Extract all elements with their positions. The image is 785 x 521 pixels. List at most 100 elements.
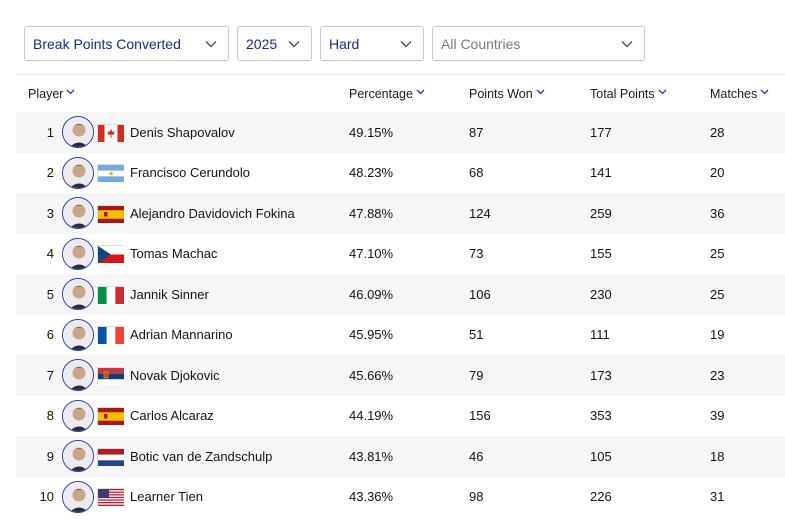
player-avatar[interactable] (62, 480, 94, 513)
surface-select[interactable]: Hard (320, 26, 424, 61)
player-name-link[interactable]: Learner Tien (130, 489, 203, 505)
rank-cell: 6 (46, 327, 54, 343)
sort-total-points-header[interactable]: Total Points (590, 87, 668, 101)
chevron-down-icon (66, 89, 76, 99)
player-name-link[interactable]: Botic van de Zandschulp (130, 448, 273, 464)
table-row[interactable]: 3 Alejandro Davidovich Fokina 47.88% 124 259… (16, 193, 785, 234)
points-won-cell: 68 (469, 165, 484, 181)
table-row[interactable]: 1 Denis Shapovalov 49.15% 87 177 28 (16, 112, 785, 153)
table-row[interactable]: 10 Learner Tien 43.36% 98 226 31 (16, 477, 785, 518)
rank-cell: 5 (46, 286, 54, 302)
chevron-down-icon (287, 37, 301, 51)
total-points-cell: 111 (590, 327, 610, 343)
total-points-cell: 155 (590, 246, 612, 262)
player-name-link[interactable]: Adrian Mannarino (130, 327, 233, 343)
percentage-cell: 48.23% (349, 165, 394, 181)
chevron-down-icon (658, 89, 668, 99)
matches-cell: 36 (710, 205, 725, 221)
points-won-cell: 87 (469, 124, 484, 140)
table-row[interactable]: 7 Novak Djokovic 45.66% 79 173 23 (16, 355, 785, 396)
player-avatar[interactable] (62, 359, 94, 392)
italy-flag-icon (97, 285, 124, 304)
country-select-value: All Countries (441, 35, 521, 52)
player-name-link[interactable]: Jannik Sinner (130, 286, 209, 302)
chevron-down-icon (760, 89, 770, 99)
points-won-cell: 79 (469, 367, 484, 383)
player-avatar[interactable] (62, 399, 94, 432)
total-points-cell: 105 (590, 448, 612, 464)
stat-select[interactable]: Break Points Converted (24, 26, 229, 61)
table-row[interactable]: 4 Tomas Machac 47.10% 73 155 25 (16, 234, 785, 275)
surface-select-value: Hard (329, 35, 360, 52)
percentage-cell: 49.15% (349, 124, 394, 140)
player-avatar[interactable] (62, 440, 94, 473)
table-row[interactable]: 9 Botic van de Zandschulp 43.81% 46 105 18 (16, 436, 785, 477)
total-points-cell: 226 (590, 489, 612, 505)
player-avatar[interactable] (62, 156, 94, 189)
percentage-column-label: Percentage (349, 86, 413, 101)
total-points-cell: 141 (590, 165, 612, 181)
points-won-cell: 98 (469, 489, 484, 505)
table-row[interactable]: 5 Jannik Sinner 46.09% 106 230 25 (16, 274, 785, 315)
matches-cell: 18 (710, 448, 725, 464)
table-row[interactable]: 2 Francisco Cerundolo 48.23% 68 141 20 (16, 153, 785, 194)
rank-cell: 2 (46, 165, 54, 181)
percentage-cell: 46.09% (349, 286, 394, 302)
stats-table: Player Percentage Points Won Total Point… (16, 74, 785, 517)
player-avatar[interactable] (62, 197, 94, 230)
matches-cell: 31 (710, 489, 725, 505)
points-won-cell: 156 (469, 408, 491, 424)
matches-cell: 39 (710, 408, 725, 424)
rank-cell: 7 (46, 367, 54, 383)
points-won-cell: 124 (469, 205, 491, 221)
matches-cell: 23 (710, 367, 725, 383)
country-select[interactable]: All Countries (432, 26, 645, 61)
player-name-link[interactable]: Francisco Cerundolo (130, 165, 250, 181)
percentage-cell: 45.95% (349, 327, 394, 343)
usa-flag-icon (97, 488, 124, 507)
sort-player-header[interactable]: Player (28, 87, 76, 101)
argentina-flag-icon (97, 164, 124, 183)
player-name-link[interactable]: Tomas Machac (130, 246, 218, 262)
year-select[interactable]: 2025 (237, 26, 312, 61)
total-points-cell: 353 (590, 408, 612, 424)
serbia-flag-icon (97, 366, 124, 385)
sort-percentage-header[interactable]: Percentage (349, 87, 426, 101)
player-avatar[interactable] (62, 116, 94, 149)
total-points-cell: 173 (590, 367, 612, 383)
player-avatar[interactable] (62, 237, 94, 270)
total-points-cell: 230 (590, 286, 612, 302)
percentage-cell: 47.88% (349, 205, 394, 221)
points-won-column-label: Points Won (469, 86, 533, 101)
player-avatar[interactable] (62, 278, 94, 311)
stat-select-value: Break Points Converted (33, 35, 181, 52)
table-row[interactable]: 6 Adrian Mannarino 45.95% 51 111 19 (16, 315, 785, 356)
points-won-cell: 106 (469, 286, 491, 302)
player-avatar[interactable] (62, 318, 94, 351)
percentage-cell: 44.19% (349, 408, 394, 424)
matches-cell: 25 (710, 286, 725, 302)
netherlands-flag-icon (97, 447, 124, 466)
points-won-cell: 46 (469, 448, 484, 464)
sort-matches-header[interactable]: Matches (710, 87, 770, 101)
points-won-cell: 73 (469, 246, 484, 262)
sort-points-won-header[interactable]: Points Won (469, 87, 546, 101)
table-row[interactable]: 8 Carlos Alcaraz 44.19% 156 353 39 (16, 396, 785, 437)
matches-cell: 20 (710, 165, 725, 181)
total-points-cell: 177 (590, 124, 612, 140)
player-column-label: Player (28, 86, 64, 101)
player-name-link[interactable]: Denis Shapovalov (130, 124, 235, 140)
rank-cell: 3 (46, 205, 54, 221)
player-name-link[interactable]: Novak Djokovic (130, 367, 220, 383)
rank-cell: 1 (46, 124, 54, 140)
points-won-cell: 51 (469, 327, 484, 343)
player-name-link[interactable]: Alejandro Davidovich Fokina (130, 205, 295, 221)
matches-cell: 28 (710, 124, 725, 140)
player-name-link[interactable]: Carlos Alcaraz (130, 408, 214, 424)
percentage-cell: 43.81% (349, 448, 394, 464)
canada-flag-icon (97, 123, 124, 142)
matches-column-label: Matches (710, 86, 758, 101)
table-body: 1 Denis Shapovalov 49.15% 87 177 28 2 Francisco… (16, 112, 785, 517)
percentage-cell: 43.36% (349, 489, 394, 505)
chevron-down-icon (399, 37, 413, 51)
